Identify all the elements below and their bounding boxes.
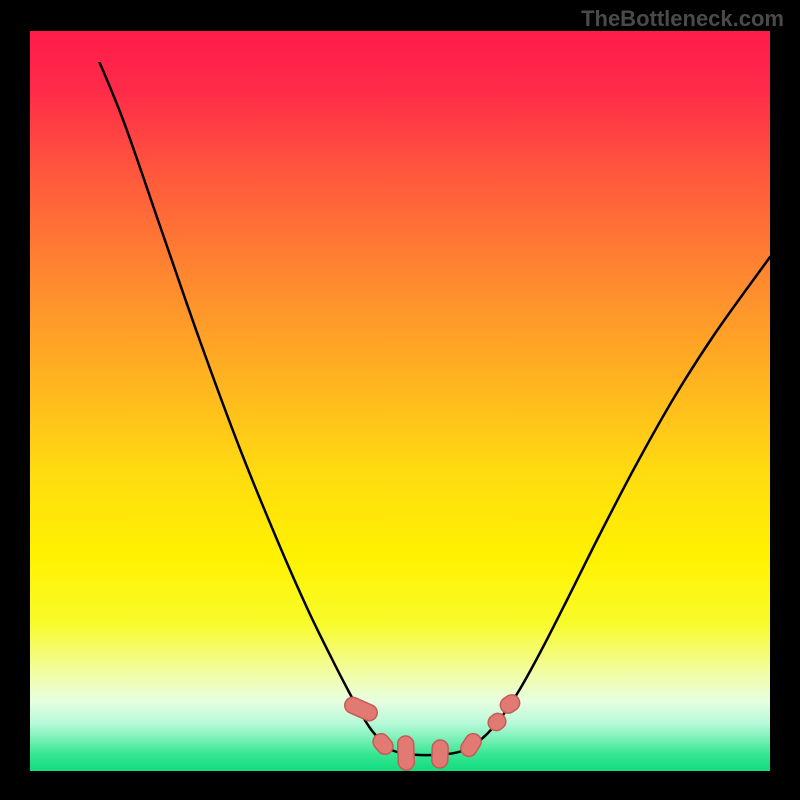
plot-gradient: [30, 31, 770, 771]
chart-stage: TheBottleneck.com: [0, 0, 800, 800]
curve-marker: [432, 740, 449, 769]
watermark-text: TheBottleneck.com: [581, 6, 784, 32]
chart-svg: [0, 0, 800, 800]
curve-marker: [397, 736, 414, 771]
